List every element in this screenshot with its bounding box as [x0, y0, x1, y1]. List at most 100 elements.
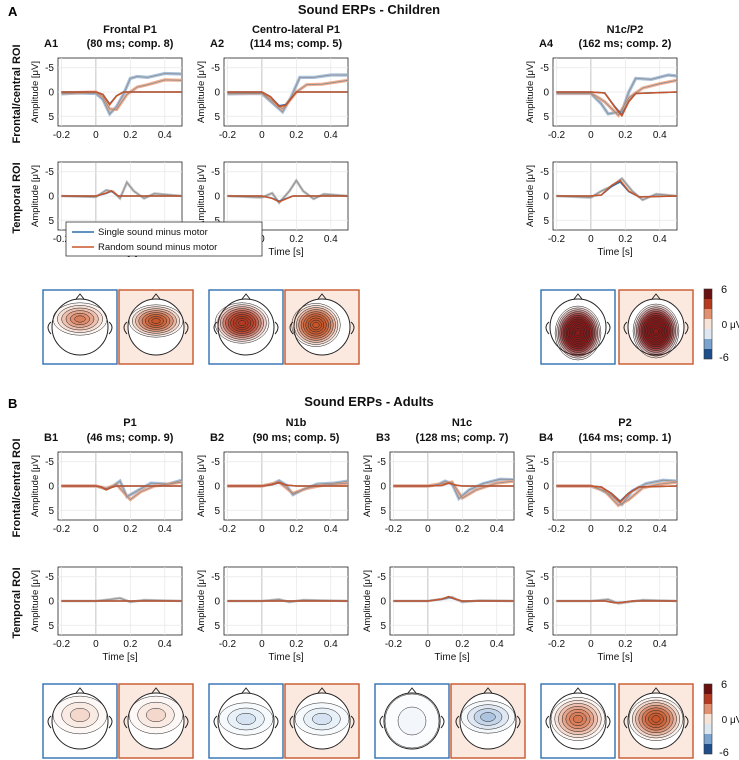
x-tick-label: -0.2	[53, 130, 71, 141]
y-tick-label: 0	[48, 597, 54, 608]
panel-id: B2	[210, 432, 224, 444]
y-tick-label: 0	[48, 482, 54, 493]
ear-left	[623, 321, 628, 335]
axes-B1-bottom: -5 0 5 -0.2 0 0.2 0.4 Time [s] Amplitude [μV]	[30, 566, 183, 663]
y-tick-label: 5	[543, 506, 549, 517]
random-component-line	[556, 179, 678, 198]
colorbar-max: 6	[721, 284, 727, 296]
roi-label-temporal-a: Temporal ROI	[11, 162, 23, 233]
topomap-contour	[74, 315, 86, 323]
topomap-A0-single	[42, 289, 118, 365]
head-outline	[459, 692, 517, 750]
x-tick-label: 0	[588, 234, 594, 245]
x-tick-label: 0.4	[324, 639, 338, 650]
topomap-contour	[467, 704, 509, 730]
y-tick-label: 5	[48, 216, 54, 227]
roi-label-frontal-a: Frontal/central ROI	[11, 44, 23, 143]
topomap-contour	[52, 695, 108, 735]
x-tick-label: -0.2	[385, 524, 403, 535]
y-tick-label: -5	[211, 457, 220, 468]
traces-A2-top	[227, 73, 349, 115]
topomap-contour	[384, 693, 440, 749]
panel-id: A4	[539, 38, 554, 50]
ear-right	[684, 715, 689, 729]
traces-A1-top	[61, 71, 183, 117]
y-tick-label: 5	[48, 112, 54, 123]
panel-name: Centro-lateral P1	[252, 24, 340, 36]
y-tick-label: 0	[543, 192, 549, 203]
topomap-contour	[480, 712, 496, 722]
colorbar-segment	[704, 339, 712, 349]
y-tick-label: 0	[543, 482, 549, 493]
ear-left	[47, 715, 52, 729]
random-component-line	[61, 189, 182, 197]
nose	[151, 293, 161, 300]
topomap-A1-single	[208, 289, 284, 365]
y-tick-label: -5	[211, 167, 220, 178]
topomap-contour	[61, 701, 99, 729]
random-component-line	[556, 91, 678, 118]
panel-id: A2	[210, 38, 224, 50]
topomap-B2-single	[374, 683, 450, 759]
y-axis-label: Amplitude [μV]	[525, 455, 536, 517]
x-tick-label: 0.4	[158, 524, 172, 535]
panel-sub: (128 ms; comp. 7)	[416, 432, 509, 444]
y-axis-label: Amplitude [μV]	[196, 455, 207, 517]
colorbar-segment	[704, 684, 712, 694]
topomap-B3-random	[618, 683, 694, 759]
y-tick-label: 5	[543, 216, 549, 227]
x-tick-label: 0	[93, 524, 99, 535]
y-axis-label: Amplitude [μV]	[525, 570, 536, 632]
topomap-contour	[653, 327, 659, 335]
nose	[407, 687, 417, 694]
y-axis-label: Amplitude [μV]	[362, 455, 373, 517]
legend-box	[65, 221, 263, 257]
ear-left	[379, 715, 384, 729]
x-tick-label: 0.2	[289, 524, 303, 535]
ear-right	[606, 321, 611, 335]
nose	[483, 687, 493, 694]
y-tick-label: 0	[380, 597, 386, 608]
axes-B2-top: -5 0 5 -0.2 0 0.2 0.4 Amplitude [μV]	[196, 451, 349, 535]
x-tick-label: -0.2	[53, 234, 71, 245]
colorbar-min: -6	[719, 747, 729, 759]
y-tick-label: 0	[543, 597, 549, 608]
topomap-contour	[573, 714, 583, 724]
colorbar-segment	[704, 309, 712, 319]
topomap-contour	[146, 707, 166, 723]
ear-left	[623, 715, 628, 729]
random-component-line	[393, 482, 514, 487]
ear-left	[123, 321, 128, 335]
ear-right	[184, 715, 189, 729]
axes-B4-top: -5 0 5 -0.2 0 0.2 0.4 Amplitude [μV]	[525, 451, 678, 535]
x-tick-label: 0.4	[653, 639, 667, 650]
random-component-line	[556, 600, 677, 604]
y-tick-label: -5	[45, 63, 54, 74]
random-component-line	[227, 481, 348, 487]
y-tick-label: -5	[377, 457, 386, 468]
y-tick-label: 0	[214, 597, 220, 608]
y-tick-label: 5	[214, 621, 220, 632]
y-tick-label: -5	[211, 572, 220, 583]
topomap-contour	[651, 715, 661, 723]
section-title-a: Sound ERPs - Children	[298, 2, 440, 17]
panel-name: N1c	[452, 417, 472, 429]
x-tick-label: -0.2	[548, 524, 566, 535]
y-tick-label: -5	[45, 167, 54, 178]
ear-right	[350, 321, 355, 335]
random-component-line	[393, 595, 514, 602]
topomap-contour	[236, 712, 256, 726]
legend-label-single: Single sound minus motor	[98, 227, 208, 238]
nose	[573, 293, 583, 300]
x-tick-label: 0	[588, 130, 594, 141]
head-outline	[293, 692, 351, 750]
topomap-contour	[312, 321, 320, 329]
x-axis-label: Time [s]	[102, 652, 137, 663]
x-tick-label: 0.4	[158, 639, 172, 650]
nose	[573, 687, 583, 694]
colorbar-segment	[704, 694, 712, 704]
head-outline	[217, 692, 275, 750]
x-tick-label: 0.4	[653, 524, 667, 535]
x-tick-label: 0.2	[618, 130, 632, 141]
